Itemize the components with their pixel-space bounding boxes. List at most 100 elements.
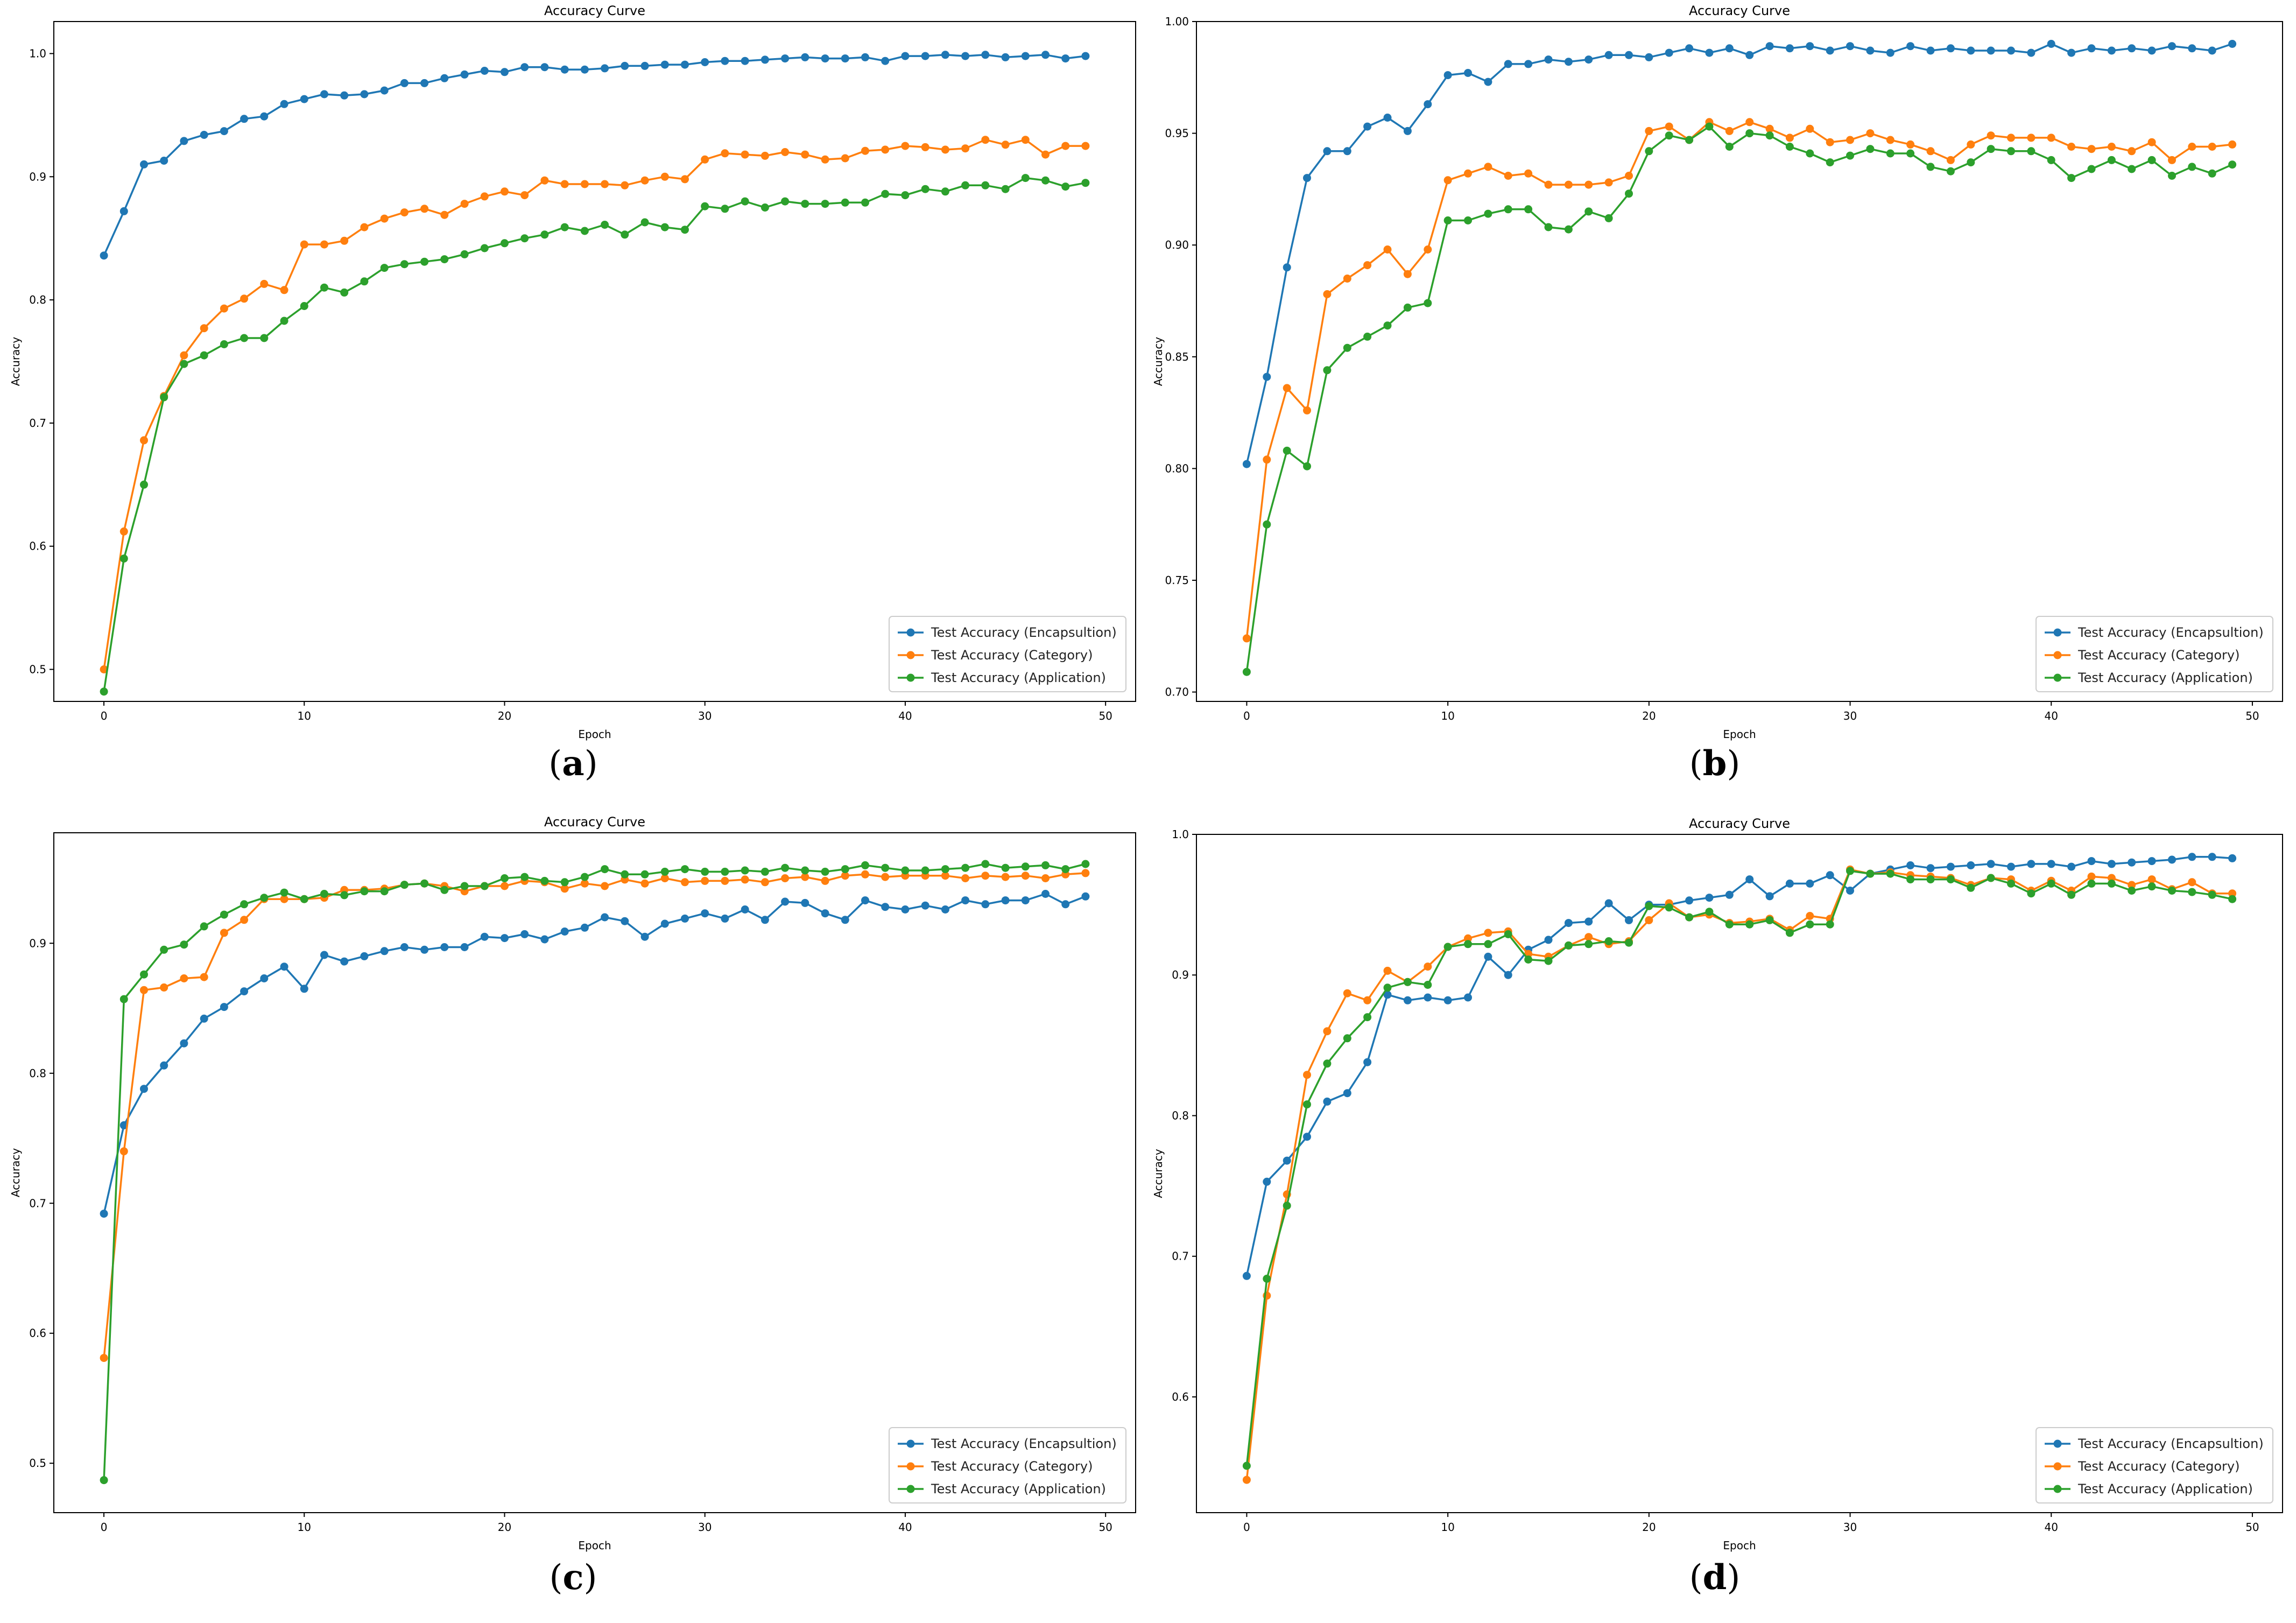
data-point-application xyxy=(1806,920,1814,929)
data-point-application xyxy=(1584,940,1593,948)
data-point-category xyxy=(1242,1476,1251,1484)
data-point-encapsulation xyxy=(420,79,429,87)
data-point-application xyxy=(220,340,228,348)
data-point-application xyxy=(360,887,369,896)
data-point-category xyxy=(540,176,549,185)
data-point-category xyxy=(520,191,529,200)
data-point-encapsulation xyxy=(2188,853,2196,861)
data-point-encapsulation xyxy=(601,913,609,922)
data-point-category xyxy=(280,286,288,294)
data-point-application xyxy=(1283,1202,1291,1210)
data-point-application xyxy=(1544,223,1553,231)
x-axis-label: Epoch xyxy=(1723,1539,1756,1552)
data-point-encapsulation xyxy=(2128,858,2136,867)
data-point-encapsulation xyxy=(460,943,469,951)
legend-label: Test Accuracy (Application) xyxy=(931,670,1106,685)
data-point-application xyxy=(1424,299,1432,307)
data-point-encapsulation xyxy=(640,61,649,70)
data-point-category xyxy=(1745,118,1754,127)
data-point-encapsulation xyxy=(1725,890,1734,899)
data-point-category xyxy=(660,172,669,181)
data-point-encapsulation xyxy=(1283,263,1291,272)
data-point-application xyxy=(2027,889,2036,898)
data-point-application xyxy=(1745,920,1754,929)
x-tick-label: 20 xyxy=(498,1521,511,1534)
data-point-encapsulation xyxy=(1886,48,1894,57)
data-point-application xyxy=(1303,1100,1311,1109)
data-point-encapsulation xyxy=(1484,78,1492,86)
data-point-encapsulation xyxy=(200,131,208,139)
data-point-application xyxy=(1625,938,1633,947)
data-point-encapsulation xyxy=(1806,879,1814,888)
data-point-category xyxy=(1081,142,1090,150)
data-point-application xyxy=(420,257,429,266)
data-point-encapsulation xyxy=(1363,1058,1372,1066)
data-point-category xyxy=(1645,916,1653,924)
data-point-application xyxy=(941,865,949,874)
data-point-category xyxy=(1665,122,1673,131)
data-point-category xyxy=(1443,176,1452,185)
data-point-encapsulation xyxy=(2087,44,2096,53)
data-point-encapsulation xyxy=(841,54,849,63)
data-point-encapsulation xyxy=(2107,46,2116,55)
data-point-application xyxy=(2128,887,2136,895)
x-axis-label: Epoch xyxy=(578,1539,611,1552)
data-point-category xyxy=(1484,929,1492,937)
data-point-encapsulation xyxy=(1504,971,1512,979)
data-point-encapsulation xyxy=(140,1085,148,1093)
data-point-application xyxy=(1464,940,1472,948)
data-point-category xyxy=(701,876,709,885)
data-point-encapsulation xyxy=(2168,855,2176,864)
data-point-application xyxy=(1604,214,1613,222)
data-point-application xyxy=(1363,332,1372,341)
data-point-application xyxy=(1705,908,1714,916)
y-tick-label: 0.75 xyxy=(1165,574,1189,587)
data-point-category xyxy=(2147,138,2156,146)
y-tick-label: 0.80 xyxy=(1165,462,1189,475)
data-point-encapsulation xyxy=(621,917,629,925)
data-point-encapsulation xyxy=(260,974,269,982)
data-point-category xyxy=(1424,962,1432,971)
x-tick-label: 40 xyxy=(898,1521,912,1534)
data-point-encapsulation xyxy=(2007,46,2015,55)
data-point-application xyxy=(1665,903,1673,912)
legend-swatch-marker xyxy=(906,628,915,637)
data-point-application xyxy=(1926,163,1935,171)
data-point-encapsulation xyxy=(781,54,790,63)
data-point-category xyxy=(2168,156,2176,164)
x-tick-label: 50 xyxy=(2245,1521,2259,1534)
legend-label: Test Accuracy (Encapsultion) xyxy=(2077,625,2264,640)
data-point-category xyxy=(741,875,749,884)
data-point-application xyxy=(1725,143,1734,151)
data-point-encapsulation xyxy=(1705,48,1714,57)
data-point-application xyxy=(420,879,429,888)
data-point-application xyxy=(660,867,669,876)
legend-swatch-marker xyxy=(906,1485,915,1493)
data-point-encapsulation xyxy=(2147,46,2156,55)
x-tick-label: 20 xyxy=(1642,1521,1656,1534)
data-point-application xyxy=(861,198,869,207)
data-point-encapsulation xyxy=(1403,127,1412,135)
data-point-category xyxy=(501,882,509,890)
plot-frame xyxy=(1196,21,2283,702)
data-point-encapsulation xyxy=(580,65,589,74)
y-tick-label: 1.0 xyxy=(1172,828,1189,841)
y-tick-label: 0.5 xyxy=(29,663,46,676)
data-point-category xyxy=(1725,127,1734,135)
data-point-application xyxy=(1886,149,1894,158)
data-point-application xyxy=(1866,869,1875,878)
data-point-application xyxy=(660,223,669,231)
data-point-application xyxy=(741,866,749,875)
data-point-application xyxy=(2007,147,2015,156)
chart-panel-b: Accuracy Curve 0 10 20 30 40 50 0.70 0.75 0.80 0.8… xyxy=(1148,0,2296,811)
data-point-application xyxy=(140,970,148,979)
data-point-application xyxy=(1846,151,1854,160)
data-point-category xyxy=(1806,912,1814,920)
data-point-application xyxy=(2168,172,2176,180)
data-point-encapsulation xyxy=(1584,55,1593,64)
data-point-encapsulation xyxy=(1745,875,1754,884)
data-point-encapsulation xyxy=(320,951,328,959)
data-point-encapsulation xyxy=(119,1121,128,1129)
data-point-encapsulation xyxy=(601,64,609,73)
data-point-application xyxy=(460,882,469,890)
